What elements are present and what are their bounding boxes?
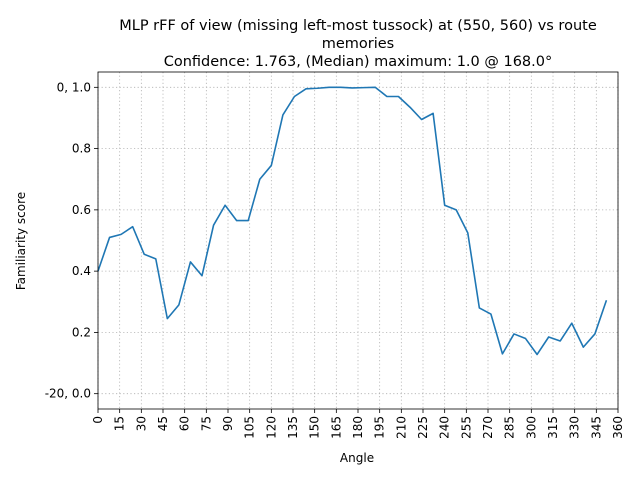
x-tick-label-13: 195 [373, 416, 387, 439]
series-layer [97, 86, 608, 356]
x-tick-label-8: 120 [264, 416, 278, 439]
x-tick-label-21: 315 [546, 416, 560, 439]
x-tick-label-7: 105 [243, 416, 257, 439]
y-tick-label-0: -20, 0.0 [45, 387, 91, 401]
x-tick-label-23: 345 [589, 416, 603, 439]
y-axis: -20, 0.0 0.2 0.4 0.6 0.8 0, 1.0 [45, 80, 98, 401]
x-tick-label-15: 225 [416, 416, 430, 439]
x-tick-label-18: 270 [481, 416, 495, 439]
y-tick-label-3: 0.6 [72, 203, 91, 217]
x-tick-label-24: 360 [611, 416, 625, 439]
x-tick-label-11: 165 [329, 416, 343, 439]
y-tick-label-1: 0.2 [72, 325, 91, 339]
x-axis: 0 15 30 45 60 75 90 105 120 135 150 165 180 195 210 225… [91, 409, 625, 439]
y-tick-label-2: 0.4 [72, 264, 91, 278]
x-tick-label-16: 240 [438, 416, 452, 439]
x-axis-label: Angle [340, 451, 374, 465]
chart-title-line-1: MLP rFF of view (missing left-most tusso… [119, 18, 597, 34]
x-tick-label-6: 90 [221, 416, 235, 431]
x-tick-label-17: 255 [459, 416, 473, 439]
x-tick-label-22: 330 [568, 416, 582, 439]
x-tick-label-12: 180 [351, 416, 365, 439]
series-line-0 [97, 86, 608, 356]
x-tick-label-20: 300 [524, 416, 538, 439]
grid-lines [97, 72, 619, 409]
chart-title-line-2: memories [322, 36, 395, 52]
y-tick-label-5: 0, 1.0 [57, 80, 91, 94]
x-tick-label-5: 75 [199, 416, 213, 431]
chart-title-line-3: Confidence: 1.763, (Median) maximum: 1.0… [164, 54, 553, 70]
x-tick-label-9: 135 [286, 416, 300, 439]
x-tick-label-10: 150 [308, 416, 322, 439]
y-axis-label: Familiarity score [14, 192, 28, 290]
x-tick-label-4: 60 [178, 416, 192, 431]
x-tick-label-19: 285 [503, 416, 517, 439]
x-tick-label-2: 30 [134, 416, 148, 431]
y-tick-label-4: 0.8 [72, 142, 91, 156]
x-tick-label-3: 45 [156, 416, 170, 431]
x-tick-label-0: 0 [91, 416, 105, 424]
x-tick-label-1: 15 [113, 416, 127, 431]
x-tick-label-14: 210 [394, 416, 408, 439]
